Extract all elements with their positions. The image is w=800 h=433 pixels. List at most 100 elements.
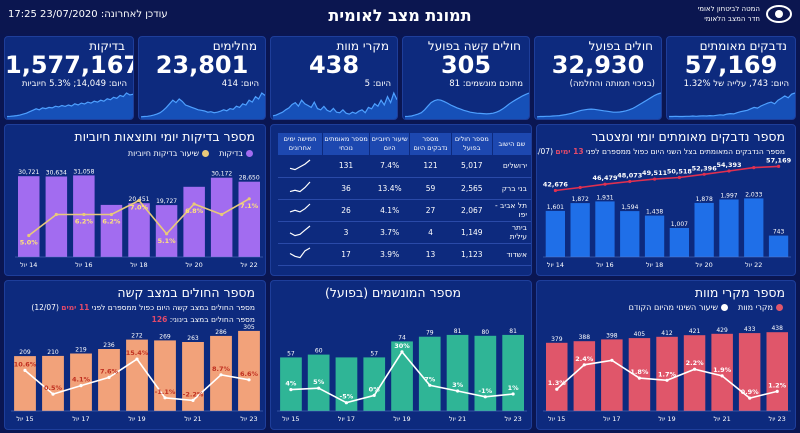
line-point bbox=[637, 376, 641, 380]
line-label: 57,169 bbox=[766, 156, 792, 164]
cell-rate: 13.4% bbox=[369, 177, 410, 200]
kpi-deaths[interactable]: מקרי מוות 438 היום: 5 bbox=[270, 36, 398, 120]
tick-label: 18 יול bbox=[646, 261, 663, 269]
table-header[interactable]: מספר מאומתים נוכחי bbox=[321, 133, 370, 155]
line-label: 2.4% bbox=[575, 355, 594, 363]
line-label: 1.3% bbox=[548, 379, 567, 387]
header: המטה לביטחון לאומי חדר המצב הלאומי תמונת… bbox=[0, 0, 800, 34]
bar bbox=[210, 177, 233, 257]
panel-title: מספר החולים במצב קשה bbox=[117, 285, 255, 300]
kpi-tests[interactable]: בדיקות 1,577,167 היום: 14,049; 5.3% חיוב… bbox=[4, 36, 134, 120]
kpi-title: חולים בפועל bbox=[588, 39, 653, 53]
value-label: 1,872 bbox=[572, 196, 589, 203]
bar bbox=[744, 198, 764, 257]
tick-label: 15 יול bbox=[548, 415, 565, 423]
kpi-sparkline bbox=[140, 92, 265, 119]
kpi-value: 438 bbox=[308, 51, 360, 79]
line-label: 7% bbox=[424, 375, 436, 383]
kpi-sparkline bbox=[6, 92, 133, 119]
legend: מקרי מוות שיעור השינוי מהיום הקודם bbox=[629, 303, 783, 312]
cell-rate: 3.9% bbox=[369, 243, 410, 266]
table-row[interactable]: ירושלים 5,017 121 7.4% 131 bbox=[277, 155, 531, 178]
line-point bbox=[247, 378, 251, 382]
kpi-sparkline bbox=[669, 92, 795, 119]
org-line2: חדר המצב הלאומי bbox=[704, 15, 760, 23]
table-header[interactable]: מספר נדבקים היום bbox=[409, 133, 452, 155]
bar bbox=[100, 204, 123, 257]
line-label: 4.1% bbox=[72, 376, 91, 384]
sparkline-area bbox=[537, 93, 661, 119]
table-header[interactable]: שיעור חיוביים היום bbox=[369, 133, 410, 155]
table-header[interactable]: חמישה ימים אחרונים bbox=[277, 133, 323, 155]
table-header[interactable]: שם הישוב bbox=[491, 133, 531, 155]
confirmed-chart: 1,601 1,872 1,931 1,594 1,438 1,007 1,878 1,997… bbox=[543, 156, 792, 269]
value-label: 19,727 bbox=[156, 198, 177, 205]
kpi-active[interactable]: חולים בפועל 32,930 (בניכוי תמותה והחלמה) bbox=[534, 36, 662, 120]
value-label: 269 bbox=[159, 333, 171, 340]
table-row[interactable]: אשדוד 1,123 13 3.9% 17 bbox=[277, 243, 531, 266]
cell-city: ביתר עילית bbox=[492, 221, 531, 244]
value-label: 2,033 bbox=[745, 191, 762, 198]
series-line bbox=[555, 165, 779, 192]
bar bbox=[128, 203, 150, 257]
cell-rate: 4.1% bbox=[369, 199, 410, 222]
line-point bbox=[191, 398, 195, 402]
table-row[interactable]: תל אביב - יפו 2,067 27 4.1% 26 bbox=[277, 199, 531, 222]
value-label: 433 bbox=[744, 326, 756, 333]
line-point bbox=[109, 212, 113, 217]
value-label: 31,058 bbox=[73, 168, 94, 175]
line-label: 15.4% bbox=[126, 349, 149, 357]
cell-city: תל אביב - יפו bbox=[492, 199, 531, 222]
kpi-recovered[interactable]: מחלימים 23,801 היום: 414 bbox=[138, 36, 266, 120]
kpi-serious[interactable]: חולים קשה בפועל 305 מתוכם מונשמים: 81 bbox=[402, 36, 530, 120]
table-row[interactable]: בני ברק 2,565 59 13.4% 36 bbox=[277, 177, 531, 200]
bar bbox=[601, 339, 623, 411]
tick-label: 16 יול bbox=[596, 261, 613, 269]
tick-label: 23 יול bbox=[504, 415, 521, 423]
kpi-value: 32,930 bbox=[551, 51, 645, 79]
cell-active: 1,123 bbox=[451, 243, 493, 266]
panel-title: מספר המונשמים (בפועל) bbox=[324, 285, 461, 300]
tick-label: 20 יול bbox=[696, 261, 713, 269]
bar bbox=[669, 228, 689, 257]
trend-line bbox=[289, 225, 311, 237]
legend-deaths: מקרי מוות bbox=[738, 303, 783, 312]
line-point bbox=[219, 373, 223, 377]
line-point bbox=[720, 374, 724, 378]
line-label: 3% bbox=[452, 381, 464, 389]
tick-label: 21 יול bbox=[184, 415, 201, 423]
tick-label: 18 יול bbox=[130, 261, 147, 269]
kpi-sub: היום: 743, עלייה של 1.32% bbox=[683, 79, 789, 89]
value-label: 1,878 bbox=[696, 196, 713, 203]
line-label: 1.8% bbox=[630, 368, 649, 376]
line-point bbox=[752, 166, 756, 170]
line-label: 7.0% bbox=[130, 204, 149, 212]
kpi-confirmed[interactable]: נדבקים מאומתים 57,169 היום: 743, עלייה ש… bbox=[666, 36, 796, 120]
value-label: 286 bbox=[215, 329, 227, 336]
line-point bbox=[220, 212, 224, 217]
cell-city: אשדוד bbox=[492, 243, 531, 266]
line-point bbox=[247, 197, 251, 201]
ventilated-panel: מספר המונשמים (בפועל) 57 60 57 74 79 81 80 81 15… bbox=[270, 280, 532, 430]
trend-line bbox=[289, 181, 311, 193]
deaths-panel: מספר מקרי מוות מקרי מוות שיעור השינוי מה… bbox=[536, 280, 796, 430]
table-row[interactable]: ביתר עילית 1,149 4 3.7% 3 bbox=[277, 221, 531, 244]
line-label: 0.5% bbox=[44, 384, 63, 392]
line-point bbox=[344, 401, 348, 405]
deaths-chart: 379 388 398 405 412 421 429 433 438 15 יול 17 יול 1… bbox=[543, 325, 791, 423]
line-label: 5% bbox=[313, 378, 325, 386]
line-label: 54,393 bbox=[716, 161, 741, 169]
serious-chart: 209 210 219 236 272 269 263 286 305 15 יול 17 יול 1… bbox=[11, 324, 263, 423]
bar bbox=[768, 235, 789, 257]
legend-rate: שיעור בדיקות חיוביות bbox=[128, 149, 210, 158]
line-point bbox=[727, 169, 731, 173]
bar bbox=[595, 201, 615, 257]
table-header[interactable]: מספר חולים בפועל bbox=[450, 133, 493, 155]
line-label: 2.2% bbox=[686, 359, 705, 367]
line-label: 10.6% bbox=[14, 360, 37, 368]
bar bbox=[418, 336, 441, 411]
line-label: 6.8% bbox=[185, 207, 204, 215]
cell-active: 1,149 bbox=[451, 221, 493, 244]
bar bbox=[719, 199, 739, 257]
bar bbox=[620, 211, 640, 257]
